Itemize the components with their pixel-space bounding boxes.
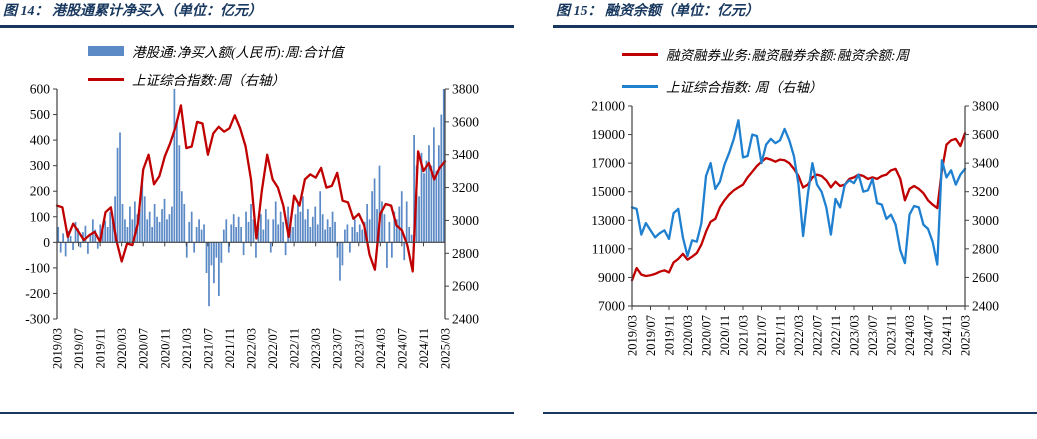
svg-text:2021/11: 2021/11 xyxy=(774,315,788,356)
figure-14-title: 图 14： 港股通累计净买入（单位：亿元） xyxy=(0,0,514,28)
svg-text:2021/03: 2021/03 xyxy=(737,315,751,356)
svg-text:200: 200 xyxy=(30,184,51,199)
svg-text:2800: 2800 xyxy=(972,241,999,256)
svg-text:0: 0 xyxy=(43,235,50,250)
line-legend-swatch xyxy=(622,52,658,56)
line-legend-swatch xyxy=(622,84,658,88)
svg-text:3800: 3800 xyxy=(972,99,999,114)
legend-item-sse-index: 上证综合指数:周（右轴） xyxy=(88,69,285,89)
svg-text:2024/03: 2024/03 xyxy=(374,328,388,369)
svg-text:2600: 2600 xyxy=(452,279,479,294)
svg-text:2024/07: 2024/07 xyxy=(922,315,936,356)
svg-text:21000: 21000 xyxy=(591,99,625,114)
figure-15-block: 图 15： 融资余额（单位：亿元） 7000 9000 11000 13000 1500… xyxy=(543,0,1037,439)
svg-text:2020/07: 2020/07 xyxy=(137,328,151,369)
svg-text:2020/03: 2020/03 xyxy=(681,315,695,356)
svg-text:400: 400 xyxy=(30,133,51,148)
svg-text:2024/11: 2024/11 xyxy=(940,315,954,356)
svg-text:3000: 3000 xyxy=(972,213,999,228)
bar-legend-swatch xyxy=(88,46,124,56)
svg-text:2020/11: 2020/11 xyxy=(718,315,732,356)
svg-text:-200: -200 xyxy=(25,286,50,301)
svg-text:2021/07: 2021/07 xyxy=(755,315,769,356)
svg-text:-300: -300 xyxy=(25,312,50,327)
svg-text:2019/03: 2019/03 xyxy=(51,328,65,369)
svg-text:19000: 19000 xyxy=(591,127,625,142)
svg-text:2022/11: 2022/11 xyxy=(288,328,302,369)
svg-text:2023/11: 2023/11 xyxy=(885,315,899,356)
svg-text:2024/03: 2024/03 xyxy=(903,315,917,356)
svg-text:11000: 11000 xyxy=(592,241,625,256)
svg-text:500: 500 xyxy=(30,107,51,122)
svg-text:2023/03: 2023/03 xyxy=(848,315,862,356)
legend-label: 上证综合指数:周（右轴） xyxy=(132,73,285,88)
svg-text:2400: 2400 xyxy=(452,312,479,327)
legend-item-sse-index: 上证综合指数: 周（右轴） xyxy=(622,76,822,96)
figure-15-title: 图 15： 融资余额（单位：亿元） xyxy=(553,0,1037,28)
svg-text:2023/07: 2023/07 xyxy=(331,328,345,369)
figure-15-bottom-rule xyxy=(543,412,1037,414)
svg-text:2400: 2400 xyxy=(972,299,999,314)
svg-text:2023/11: 2023/11 xyxy=(352,328,366,369)
svg-text:2019/07: 2019/07 xyxy=(644,315,658,356)
hk-connect-chart-box: -300 -200 -100 0 100 200 300 400 500 600 2400 2600 2… xyxy=(14,31,494,396)
svg-text:2025/03: 2025/03 xyxy=(959,315,973,356)
svg-text:3200: 3200 xyxy=(452,180,479,195)
svg-text:2020/11: 2020/11 xyxy=(158,328,172,369)
svg-text:2022/03: 2022/03 xyxy=(792,315,806,356)
svg-text:2019/03: 2019/03 xyxy=(626,315,640,356)
svg-text:15000: 15000 xyxy=(591,184,625,199)
svg-text:9000: 9000 xyxy=(598,270,625,285)
svg-text:3400: 3400 xyxy=(452,147,479,162)
svg-text:7000: 7000 xyxy=(598,299,625,314)
legend-item-margin-balance: 融资融券业务:融资融券余额:融资余额:周 xyxy=(622,44,909,64)
svg-text:3600: 3600 xyxy=(972,127,999,142)
svg-text:2019/11: 2019/11 xyxy=(94,328,108,369)
svg-text:2021/07: 2021/07 xyxy=(201,328,215,369)
svg-text:2024/11: 2024/11 xyxy=(417,328,431,369)
svg-text:100: 100 xyxy=(30,209,51,224)
legend-label: 融资融券业务:融资融券余额:融资余额:周 xyxy=(666,48,909,63)
svg-text:2019/11: 2019/11 xyxy=(663,315,677,356)
svg-text:2600: 2600 xyxy=(972,270,999,285)
svg-text:2021/03: 2021/03 xyxy=(180,328,194,369)
svg-text:-100: -100 xyxy=(25,260,50,275)
legend-label: 港股通:净买入额(人民币):周:合计值 xyxy=(132,45,344,60)
svg-text:2023/03: 2023/03 xyxy=(309,328,323,369)
legend-label: 上证综合指数: 周（右轴） xyxy=(666,80,823,95)
margin-balance-chart-box: 7000 9000 11000 13000 15000 17000 19000 21000 24… xyxy=(556,31,1037,396)
svg-text:2025/03: 2025/03 xyxy=(439,328,453,369)
svg-text:3400: 3400 xyxy=(972,156,999,171)
svg-text:300: 300 xyxy=(30,158,51,173)
svg-text:17000: 17000 xyxy=(591,156,625,171)
svg-text:3200: 3200 xyxy=(972,184,999,199)
svg-text:2022/11: 2022/11 xyxy=(829,315,843,356)
svg-text:600: 600 xyxy=(30,82,51,97)
svg-text:2024/07: 2024/07 xyxy=(395,328,409,369)
margin-balance-chart: 7000 9000 11000 13000 15000 17000 19000 21000 24… xyxy=(591,99,999,356)
svg-text:3600: 3600 xyxy=(452,114,479,129)
svg-text:2021/11: 2021/11 xyxy=(223,328,237,369)
figure-14-block: 图 14： 港股通累计净买入（单位：亿元） -300 -200 -100 0 100 20… xyxy=(0,0,514,439)
legend-item-net-buy: 港股通:净买入额(人民币):周:合计值 xyxy=(88,41,343,61)
svg-text:2023/07: 2023/07 xyxy=(866,315,880,356)
line-legend-swatch xyxy=(88,77,124,81)
figure-14-bottom-rule xyxy=(0,412,514,414)
svg-text:3000: 3000 xyxy=(452,213,479,228)
svg-text:2022/07: 2022/07 xyxy=(266,328,280,369)
svg-text:3800: 3800 xyxy=(452,82,479,97)
svg-text:2020/03: 2020/03 xyxy=(115,328,129,369)
hk-connect-chart: -300 -200 -100 0 100 200 300 400 500 600 2400 2600 2… xyxy=(25,82,479,369)
svg-text:13000: 13000 xyxy=(591,213,625,228)
svg-text:2022/03: 2022/03 xyxy=(245,328,259,369)
svg-text:2019/07: 2019/07 xyxy=(72,328,86,369)
svg-text:2800: 2800 xyxy=(452,246,479,261)
svg-text:2020/07: 2020/07 xyxy=(700,315,714,356)
svg-text:2022/07: 2022/07 xyxy=(811,315,825,356)
